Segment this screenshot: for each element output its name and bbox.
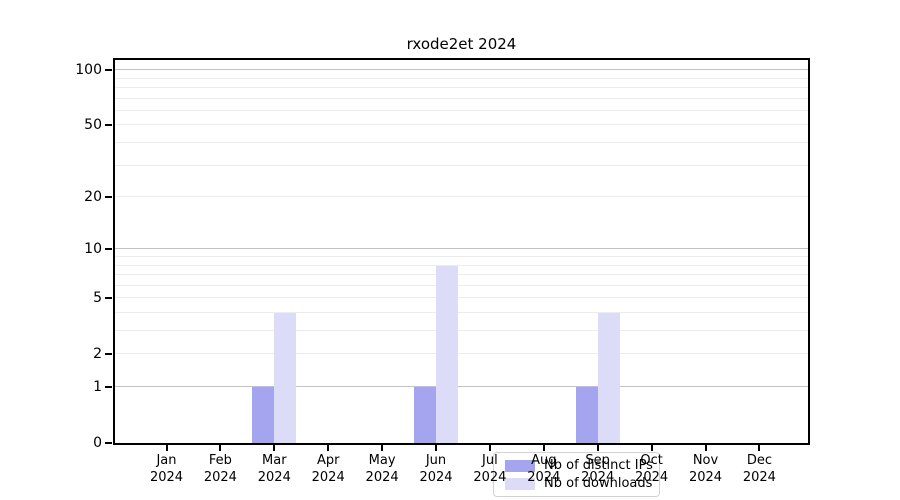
x-tick-jul — [488, 445, 491, 451]
x-tick-feb — [219, 445, 222, 451]
x-tick-oct — [650, 445, 653, 451]
y-tick-5 — [105, 297, 112, 300]
gridlines-layer — [115, 60, 808, 443]
gridline-9 — [115, 256, 808, 257]
gridline-80 — [115, 87, 808, 89]
y-label-10: 10 — [84, 241, 102, 258]
gridline-40 — [115, 142, 808, 144]
y-label-50: 50 — [84, 117, 102, 134]
y-tick-100 — [105, 69, 112, 72]
x-label-oct: Oct 2024 — [635, 453, 669, 485]
x-tick-jun — [435, 445, 437, 451]
gridline-7 — [115, 274, 808, 276]
gridline-1 — [115, 386, 808, 388]
bar-mar-downloads — [274, 313, 297, 443]
x-label-jul: Jul 2024 — [473, 453, 507, 485]
gridline-5 — [115, 297, 808, 299]
x-tick-dec — [758, 445, 761, 451]
bar-jun-downloads — [436, 265, 458, 443]
x-tick-mar — [273, 445, 276, 451]
y-tick-10 — [105, 248, 112, 251]
x-label-apr: Apr 2024 — [311, 453, 345, 485]
gridline-70 — [115, 97, 808, 99]
x-tick-sep — [596, 445, 599, 451]
gridline-100 — [115, 69, 808, 71]
y-label-5: 5 — [93, 290, 102, 307]
legend-item-distinct-ips: Nb of distinct IPs — [505, 458, 659, 473]
x-tick-apr — [327, 445, 330, 451]
gridline-30 — [115, 164, 808, 166]
x-label-jun: Jun 2024 — [419, 453, 453, 485]
x-label-aug: Aug 2024 — [527, 453, 561, 485]
x-tick-jan — [165, 445, 168, 451]
plot-area: Nb of distinct IPs Nb of downloads — [113, 58, 810, 497]
x-label-mar: Mar 2024 — [257, 453, 291, 485]
x-label-dec: Dec 2024 — [742, 453, 776, 485]
y-label-20: 20 — [84, 189, 102, 206]
gridline-60 — [115, 109, 808, 111]
y-label-0: 0 — [93, 435, 102, 451]
legend-label-distinct-ips: Nb of distinct IPs — [544, 458, 653, 473]
x-label-may: May 2024 — [365, 453, 399, 485]
gridline-20 — [115, 196, 808, 198]
bar-mar-distinct-ips — [252, 387, 275, 443]
y-tick-0 — [105, 442, 112, 444]
bar-sep-distinct-ips — [575, 387, 598, 443]
chart-title: rxode2et 2024 — [406, 35, 517, 53]
bars-layer — [115, 60, 808, 443]
gridline-4 — [115, 312, 808, 313]
x-label-feb: Feb 2024 — [203, 453, 237, 485]
x-tick-nov — [704, 445, 707, 451]
downloads-swatch — [505, 477, 535, 490]
x-tick-aug — [542, 445, 545, 451]
gridline-2 — [115, 353, 808, 355]
y-tick-50 — [105, 124, 112, 127]
x-tick-may — [381, 445, 384, 451]
gridline-8 — [115, 264, 808, 266]
gridline-6 — [115, 284, 808, 286]
legend: Nb of distinct IPs Nb of downloads — [493, 452, 660, 497]
legend-item-downloads: Nb of downloads — [505, 476, 659, 491]
y-tick-2 — [105, 353, 112, 356]
y-label-1: 1 — [93, 379, 102, 395]
bar-jun-distinct-ips — [414, 387, 436, 443]
bar-sep-downloads — [597, 313, 620, 443]
x-label-jan: Jan 2024 — [149, 453, 184, 485]
y-label-2: 2 — [93, 346, 102, 363]
gridline-3 — [115, 330, 808, 332]
x-label-sep: Sep 2024 — [581, 453, 615, 485]
y-label-100: 100 — [75, 62, 102, 79]
distinct-ips-swatch — [505, 459, 535, 472]
legend-label-downloads: Nb of downloads — [544, 476, 653, 491]
x-label-nov: Nov 2024 — [688, 453, 723, 485]
y-tick-20 — [105, 196, 112, 199]
gridline-90 — [115, 77, 808, 79]
y-tick-1 — [105, 386, 112, 388]
gridline-50 — [115, 124, 808, 126]
gridline-10 — [115, 248, 808, 250]
